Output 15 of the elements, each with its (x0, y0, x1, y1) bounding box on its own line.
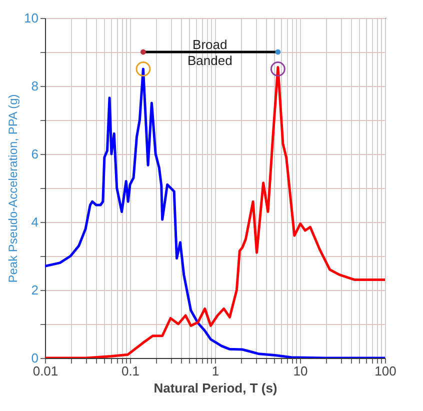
annotation: Broad (192, 37, 228, 52)
y-axis-title: Peak Pseudo-Acceleration, PPA (g) (6, 94, 20, 283)
x-tick-label: 10 (293, 364, 308, 378)
x-tick-label: 1 (212, 364, 220, 378)
x-tick-label: 0.01 (32, 364, 58, 378)
annotation: Banded (187, 53, 232, 68)
y-tick-label: 10 (24, 10, 38, 26)
y-tick-label: 2 (31, 282, 38, 298)
x-tick-label: 0.1 (121, 364, 140, 378)
x-tick-label: 100 (374, 364, 396, 378)
x-axis-title: Natural Period, T (s) (154, 380, 278, 396)
y-tick-label: 8 (31, 78, 38, 94)
y-tick-label: 4 (31, 214, 38, 230)
y-tick-label: 6 (31, 146, 38, 162)
y-tick-label: 0 (31, 350, 38, 366)
